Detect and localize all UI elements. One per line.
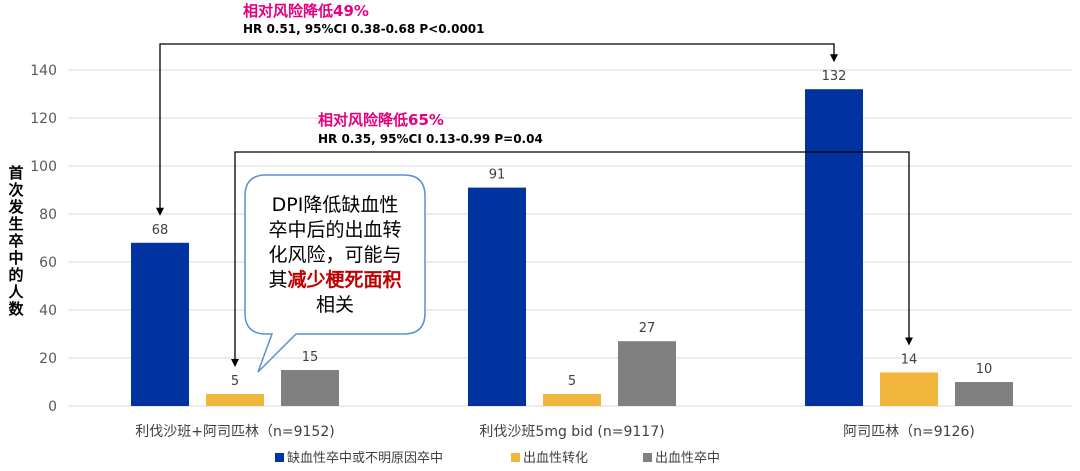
y-axis-title: 首次发生卒中的人数: [7, 164, 24, 318]
callout-line-4-prefix: 其: [268, 269, 287, 291]
y-tick-label: 60: [39, 255, 57, 271]
data-label: 27: [639, 321, 656, 336]
bar: [543, 394, 601, 406]
y-tick-label: 0: [48, 399, 57, 415]
y-tick-label: 140: [30, 63, 57, 79]
bar: [880, 372, 938, 406]
data-label: 14: [901, 352, 918, 367]
comparison-connectors: [156, 43, 913, 367]
legend-label-hemorrhagic-transformation: 出血性转化: [523, 451, 588, 466]
callout-line-5: 相关: [316, 294, 354, 316]
arrowhead: [156, 207, 164, 216]
callout-highlight: 减少梗死面积: [288, 268, 402, 291]
legend-label-ischemic: 缺血性卒中或不明原因卒中: [287, 451, 443, 466]
legend-label-hemorrhagic-stroke: 出血性卒中: [655, 451, 720, 466]
x-category-label: 阿司匹林（n=9126): [843, 424, 975, 440]
callout-shape: [244, 174, 426, 373]
x-category-label: 利伐沙班+阿司匹林（n=9152): [135, 424, 334, 440]
y-tick-label: 20: [39, 351, 57, 367]
callout-line-1: DPI降低缺血性: [272, 194, 399, 216]
data-label: 132: [822, 69, 847, 84]
callout-line-3: 化风险，可能与: [268, 244, 401, 266]
bar: [955, 382, 1013, 406]
bar: [618, 341, 676, 406]
legend-swatch-hemorrhagic-transformation: [511, 453, 520, 462]
data-label: 91: [489, 168, 506, 183]
y-tick-label: 80: [39, 207, 57, 223]
y-axis-ticks: 0 20 40 60 80 100 120 140: [30, 63, 57, 415]
callout-line-2: 卒中后的出血转: [268, 219, 401, 241]
y-tick-label: 100: [30, 159, 57, 175]
bar: [281, 370, 339, 406]
bar: [131, 242, 189, 406]
legend-swatch-ischemic: [275, 453, 284, 462]
data-label: 10: [976, 362, 993, 377]
comparison-connector: [234, 151, 913, 366]
data-label: 5: [231, 374, 239, 389]
data-label: 68: [152, 223, 169, 238]
comparison-connector: [159, 43, 838, 215]
data-label: 5: [568, 374, 576, 389]
annotation-2-stats: HR 0.35, 95%CI 0.13-0.99 P=0.04: [318, 132, 543, 146]
legend: 缺血性卒中或不明原因卒中 出血性转化 出血性卒中: [275, 451, 720, 466]
data-label: 15: [302, 350, 319, 365]
annotation-2-title: 相对风险降低65%: [318, 111, 444, 129]
callout-line-4: 其减少梗死面积: [268, 268, 401, 291]
gridlines: [68, 69, 1072, 359]
legend-swatch-hemorrhagic-stroke: [643, 453, 652, 462]
y-tick-label: 120: [30, 111, 57, 127]
annotation-1-stats: HR 0.51, 95%CI 0.38-0.68 P<0.0001: [243, 22, 485, 36]
annotation-1-title: 相对风险降低49%: [243, 2, 369, 20]
bar: [206, 394, 264, 406]
arrowhead: [231, 359, 239, 367]
x-category-label: 利伐沙班5mg bid (n=9117): [479, 424, 664, 440]
data-labels: 68 91 132 5 5 14 15 27 10: [152, 69, 993, 389]
bars: [131, 89, 1013, 406]
callout-bubble: DPI降低缺血性 卒中后的出血转 化风险，可能与 其减少梗死面积 相关: [244, 174, 426, 373]
bar: [805, 89, 863, 406]
x-axis-categories: 利伐沙班+阿司匹林（n=9152) 利伐沙班5mg bid (n=9117) 阿司匹…: [135, 424, 975, 440]
y-tick-label: 40: [39, 303, 57, 319]
bar: [468, 187, 526, 406]
